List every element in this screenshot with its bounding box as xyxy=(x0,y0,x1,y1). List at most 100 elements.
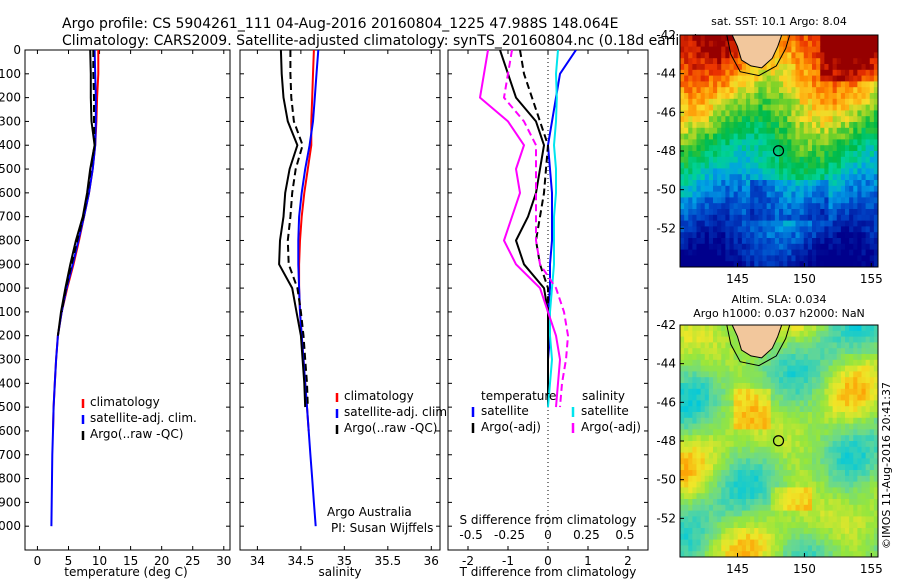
map-cell xyxy=(721,528,726,535)
map-cell xyxy=(828,325,834,332)
map-cell xyxy=(692,214,697,221)
map-cell xyxy=(853,330,858,337)
map-cell xyxy=(824,487,829,494)
map-cell xyxy=(750,435,755,442)
map-cell xyxy=(824,539,829,546)
map-cell xyxy=(783,516,788,523)
map-cell xyxy=(849,139,854,146)
map-cell xyxy=(688,493,693,500)
map-cell xyxy=(820,162,825,169)
map-cell xyxy=(857,441,862,448)
map-cell xyxy=(725,69,730,76)
map-cell xyxy=(762,464,768,471)
map-cell xyxy=(861,64,867,71)
map-cell xyxy=(733,435,739,442)
map-cell xyxy=(803,93,809,100)
map-cell xyxy=(799,371,805,378)
map-cell xyxy=(840,551,846,558)
map-cell xyxy=(688,40,693,47)
map-cell xyxy=(696,423,702,430)
map-cell xyxy=(729,156,735,163)
map-cell xyxy=(688,180,693,187)
map-cell xyxy=(692,69,697,76)
map-cell xyxy=(696,516,702,523)
map-cell xyxy=(733,452,739,459)
map-cell xyxy=(746,87,751,94)
map-cell xyxy=(787,417,792,424)
map-cell xyxy=(853,122,858,129)
difference-legend: temperature satellite Argo(-adj) salinit… xyxy=(471,389,641,434)
map-cell xyxy=(750,93,755,100)
map-cell xyxy=(861,342,867,349)
map-cell xyxy=(729,493,735,500)
map-cell xyxy=(828,394,834,401)
map-cell xyxy=(824,156,829,163)
map-cell xyxy=(869,394,875,401)
map-cell xyxy=(717,151,722,158)
map-cell xyxy=(795,75,801,82)
map-cell xyxy=(816,151,821,158)
map-cell xyxy=(737,348,743,355)
map-cell xyxy=(787,46,792,53)
map-cell xyxy=(700,458,706,465)
map-cell xyxy=(824,383,829,390)
map-cell xyxy=(680,191,685,198)
map-cell xyxy=(750,365,755,372)
temperature-series-satellite-adj-clim xyxy=(50,50,97,527)
map-cell xyxy=(721,69,726,76)
map-cell xyxy=(836,81,842,88)
map-cell xyxy=(713,162,718,169)
map-cell xyxy=(680,122,685,129)
map-cell xyxy=(717,220,722,227)
map-cell xyxy=(704,383,710,390)
map-cell xyxy=(721,180,726,187)
map-cell xyxy=(758,528,763,535)
map-cell xyxy=(799,81,805,88)
map-cell xyxy=(680,98,685,105)
map-cell xyxy=(787,52,792,59)
map-cell xyxy=(865,168,871,175)
map-cell xyxy=(692,203,697,210)
map-cell xyxy=(807,122,813,129)
map-cell xyxy=(721,197,726,204)
map-cell xyxy=(857,330,862,337)
map-cell xyxy=(812,249,817,256)
map-cell xyxy=(721,249,726,256)
map-cell xyxy=(873,226,879,233)
map-cell xyxy=(849,261,854,268)
map-cell xyxy=(750,87,755,94)
map-cell xyxy=(684,365,689,372)
map-cell xyxy=(713,69,718,76)
map-cell xyxy=(828,122,834,129)
map-cell xyxy=(758,383,763,390)
map-cell xyxy=(758,499,763,506)
map-cell xyxy=(754,145,759,152)
map-cell xyxy=(680,545,685,552)
salinity-xlabel: salinity xyxy=(318,565,361,579)
map-cell xyxy=(684,249,689,256)
map-cell xyxy=(688,122,693,129)
map-cell xyxy=(849,98,854,105)
map-cell xyxy=(816,139,821,146)
map-cell xyxy=(688,203,693,210)
map-cell xyxy=(873,487,879,494)
map-cell xyxy=(713,371,718,378)
map-cell xyxy=(700,191,706,198)
map-cell xyxy=(708,383,714,390)
map-cell xyxy=(828,354,834,361)
map-cell xyxy=(704,487,710,494)
map-cell xyxy=(840,354,846,361)
map-cell xyxy=(729,528,735,535)
map-cell xyxy=(787,458,792,465)
map-cell xyxy=(795,226,801,233)
map-cell xyxy=(680,452,685,459)
map-cell xyxy=(725,180,730,187)
map-cell xyxy=(708,441,714,448)
map-cell xyxy=(750,185,755,192)
map-cell xyxy=(820,348,825,355)
map-cell xyxy=(708,388,714,395)
map-cell xyxy=(836,226,842,233)
map-cell xyxy=(750,446,755,453)
temperature-panel: 0100200300400500600700800900100011001200… xyxy=(0,43,231,579)
map-cell xyxy=(791,127,796,134)
